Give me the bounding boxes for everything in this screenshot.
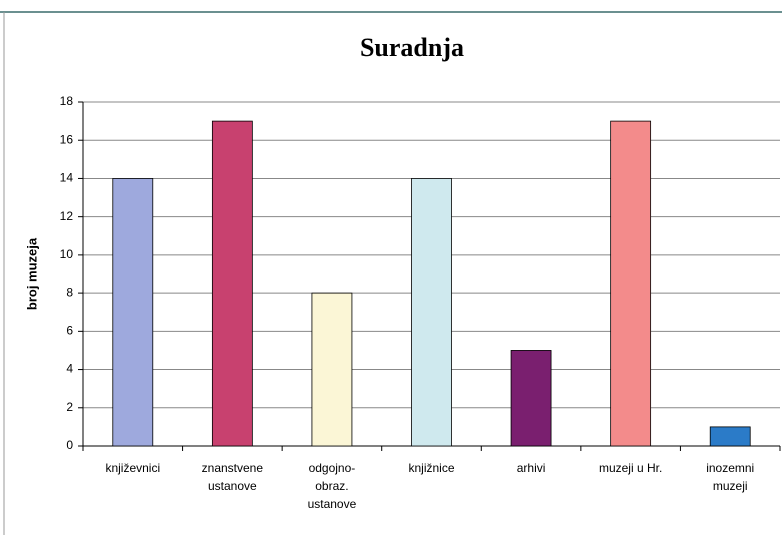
x-tick-label: inozemni muzeji bbox=[706, 461, 754, 493]
x-tick-label-line: književnici bbox=[105, 461, 160, 475]
x-tick-label: muzeji u Hr. bbox=[599, 461, 662, 475]
x-tick-label-line: znanstvene bbox=[202, 461, 264, 475]
y-tick-label: 10 bbox=[60, 247, 74, 261]
bar bbox=[311, 292, 353, 447]
bar bbox=[510, 350, 552, 447]
x-tick-label-line: muzeji u Hr. bbox=[599, 461, 662, 475]
y-tick-label: 16 bbox=[60, 132, 74, 146]
bar bbox=[112, 178, 154, 447]
y-tick-label: 12 bbox=[60, 209, 74, 223]
bar bbox=[709, 426, 751, 447]
x-tick-label: odgojno-obraz. ustanove bbox=[308, 461, 357, 511]
x-tick-label: znanstvene ustanove bbox=[202, 461, 264, 493]
y-tick-label: 14 bbox=[60, 171, 74, 185]
y-tick-label: 4 bbox=[66, 362, 73, 376]
x-tick-label-line: obraz. bbox=[315, 479, 348, 493]
y-tick-label: 8 bbox=[66, 285, 73, 299]
x-tick-label-line: knjižnice bbox=[408, 461, 454, 475]
x-tick-label: književnici bbox=[105, 461, 160, 475]
x-tick-label-line: inozemni bbox=[706, 461, 754, 475]
bar bbox=[610, 120, 652, 447]
x-tick-label-line: ustanove bbox=[208, 479, 257, 493]
y-tick-label: 0 bbox=[66, 438, 73, 452]
bar bbox=[211, 120, 253, 447]
x-tick-label-line: ustanove bbox=[308, 497, 357, 511]
y-tick-label: 6 bbox=[66, 324, 73, 338]
x-tick-label-line: arhivi bbox=[517, 461, 546, 475]
chart-title: Suradnja bbox=[360, 33, 464, 62]
x-tick-label: knjižnice bbox=[408, 461, 454, 475]
y-tick-label: 18 bbox=[60, 94, 74, 108]
x-tick-label-line: muzeji bbox=[713, 479, 748, 493]
x-tick-label-line: odgojno- bbox=[309, 461, 356, 475]
x-tick-label: arhivi bbox=[517, 461, 546, 475]
y-tick-label: 2 bbox=[66, 400, 73, 414]
bar bbox=[411, 178, 452, 447]
y-axis-label: broj muzeja bbox=[24, 237, 39, 310]
